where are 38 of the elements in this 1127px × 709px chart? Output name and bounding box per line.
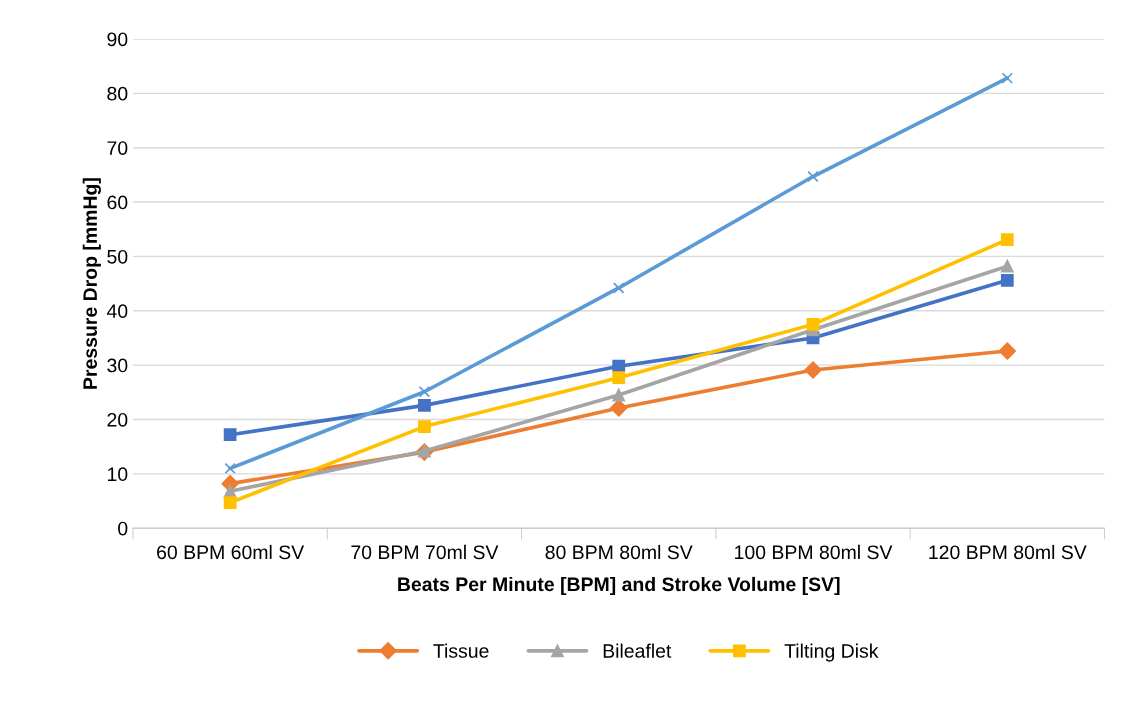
point (1001, 72, 1014, 84)
point (807, 170, 819, 183)
point (223, 428, 237, 442)
y-tick-label: 70 (107, 141, 128, 155)
point (418, 420, 431, 433)
point (610, 399, 628, 417)
point (612, 371, 626, 385)
x-tick-label: 70 BPM 70ml SV (351, 544, 499, 560)
point (804, 361, 822, 379)
x-axis-title: Beats Per Minute [BPM] and Stroke Volume [SV] (398, 576, 840, 596)
point (1000, 273, 1014, 287)
point (1000, 259, 1014, 273)
y-tick-label: 90 (107, 32, 128, 47)
y-tick-label: 10 (107, 467, 128, 482)
x-tick-label: 80 BPM 80ml SV (545, 544, 693, 560)
legend-label: Tilting Disk (784, 643, 879, 662)
point (613, 282, 625, 294)
point (612, 388, 626, 402)
y-tick-label: 40 (106, 304, 128, 319)
y-tick-label: 0 (118, 521, 128, 536)
x-tick-label: 60 BPM 60ml SV (157, 544, 305, 560)
legend-label: Bileaflet (603, 643, 672, 658)
x-tick-label: 120 BPM 80ml SV (929, 544, 1087, 560)
y-tick-label: 60 (107, 195, 128, 210)
point (418, 386, 431, 398)
point (998, 342, 1017, 360)
x-tick-label: 100 BPM 80ml SV (735, 544, 893, 560)
y-tick-label: 50 (107, 249, 128, 264)
y-tick-label: 30 (107, 358, 128, 373)
point (224, 462, 236, 475)
y-axis-title: Pressure Drop [mmHg] (82, 178, 101, 389)
y-tick-label: 20 (107, 412, 128, 427)
point (223, 496, 237, 510)
point (418, 398, 431, 412)
legend-label: Tissue (433, 643, 489, 658)
y-tick-label: 80 (107, 86, 128, 101)
point (806, 317, 820, 331)
point (1000, 233, 1014, 246)
